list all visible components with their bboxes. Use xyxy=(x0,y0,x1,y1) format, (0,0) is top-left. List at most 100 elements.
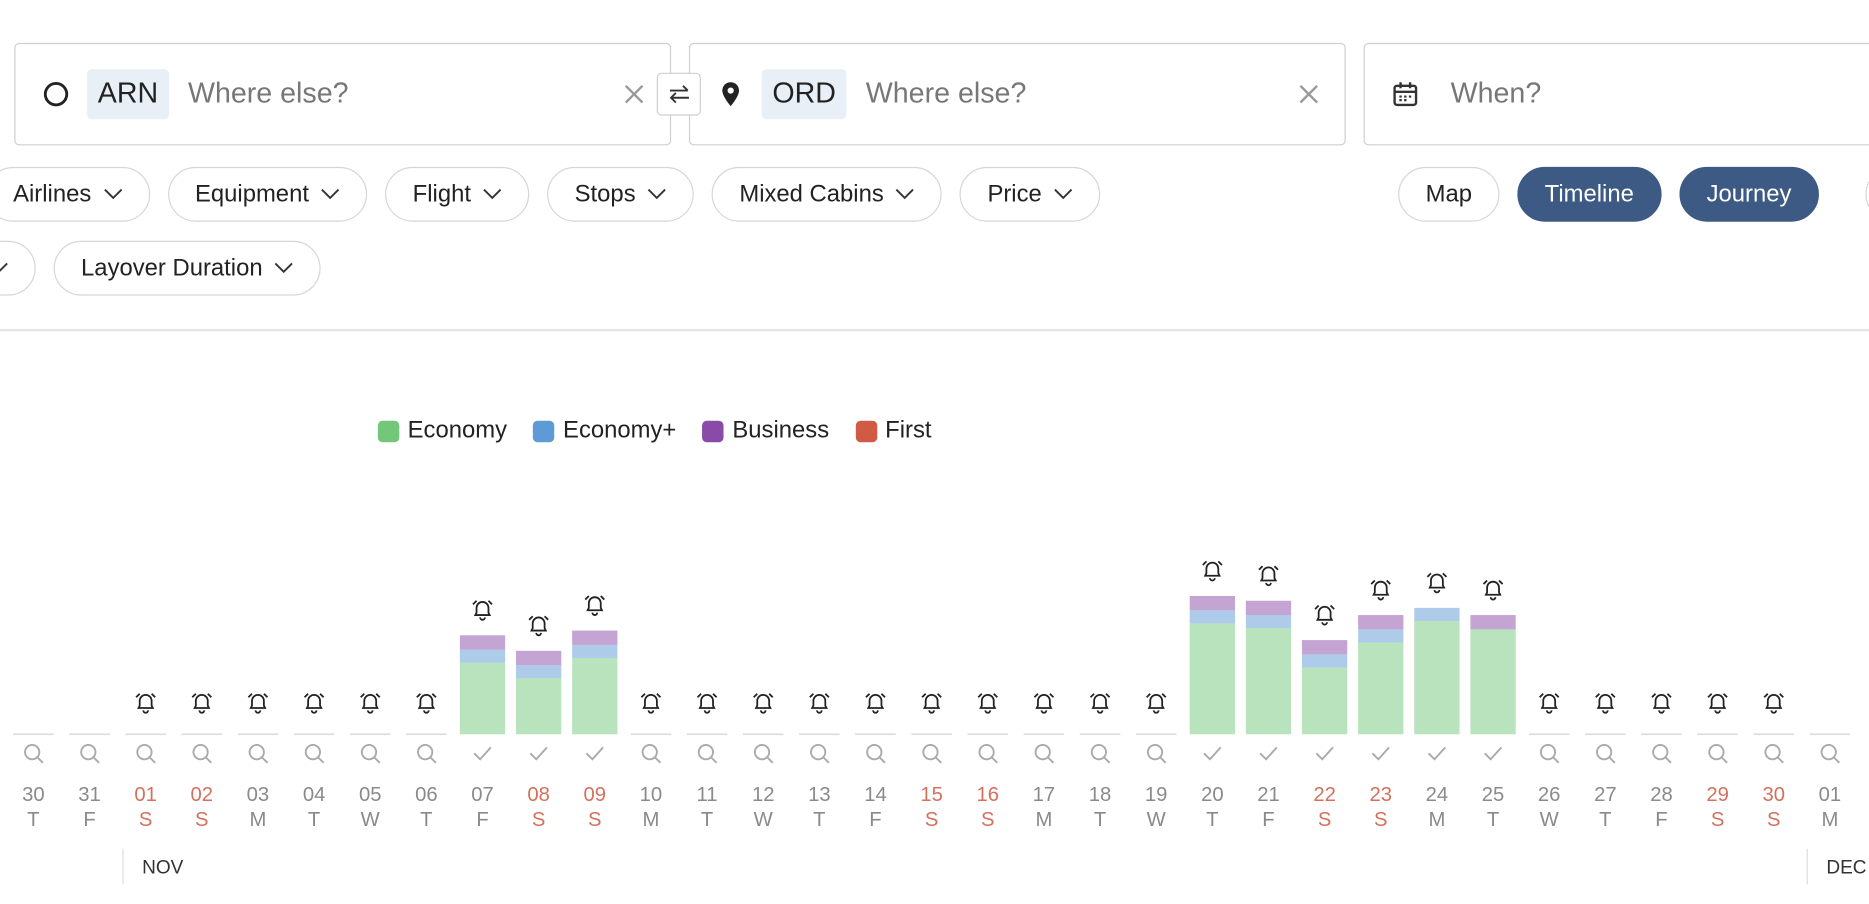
day-date: 27 xyxy=(1594,784,1617,806)
search-icon xyxy=(1764,744,1781,761)
alert-bell xyxy=(753,693,774,714)
check-icon xyxy=(1371,746,1390,761)
bell-body xyxy=(698,694,716,709)
legend-item[interactable]: Business xyxy=(702,417,829,444)
legend-label: Economy xyxy=(407,417,508,444)
legend-item[interactable]: First xyxy=(855,417,931,444)
chip-label: Stops xyxy=(574,180,636,207)
search-icon xyxy=(304,744,321,761)
filter-chip[interactable]: Layover Duration xyxy=(53,240,322,296)
check-icon xyxy=(585,746,604,761)
day-weekday: S xyxy=(195,809,209,831)
search-icon-handle xyxy=(766,756,774,764)
day-weekday: S xyxy=(1318,809,1332,831)
bar-segment xyxy=(1301,667,1348,735)
search-icon-handle xyxy=(654,756,662,764)
filter-chip[interactable]: Mixed Cabins xyxy=(711,166,943,222)
day-date: 16 xyxy=(977,784,1000,806)
filter-chip[interactable]: Stops xyxy=(547,166,695,222)
swap-button[interactable] xyxy=(656,72,701,116)
swap-icon xyxy=(669,85,689,104)
legend-swatch xyxy=(377,420,400,442)
origin-code[interactable]: ARN xyxy=(87,69,169,120)
day-date: 30 xyxy=(1762,784,1785,806)
bell-ring xyxy=(1202,560,1223,582)
search-icon-handle xyxy=(1103,756,1111,764)
destination-input[interactable]: Where else? xyxy=(865,77,1027,110)
filter-chip[interactable]: Timeline xyxy=(1517,166,1662,222)
origin-icon xyxy=(43,82,69,107)
alert-bell xyxy=(472,600,493,621)
day-date: 10 xyxy=(640,784,663,806)
day-weekday: S xyxy=(1374,809,1388,831)
origin-input[interactable]: Where else? xyxy=(187,77,349,110)
date-input[interactable]: When? xyxy=(1450,77,1542,110)
bell-ring xyxy=(584,595,605,616)
legend-item[interactable]: Economy+ xyxy=(533,417,676,444)
clear-origin[interactable] xyxy=(620,80,649,109)
divider xyxy=(0,328,1869,332)
bar-segment xyxy=(1189,623,1235,735)
search-icon xyxy=(697,744,714,761)
bar-segment xyxy=(1189,595,1235,611)
check-icon xyxy=(529,746,548,761)
bell-ring xyxy=(1370,579,1391,601)
bell-body xyxy=(754,694,772,709)
search-icon xyxy=(24,744,41,761)
search-icon-handle xyxy=(1552,756,1560,764)
day-date: 17 xyxy=(1033,784,1056,806)
day-date: 06 xyxy=(415,784,438,806)
filter-chip[interactable]: Airlines xyxy=(0,166,150,222)
day-date: 18 xyxy=(1089,784,1112,806)
search-icon xyxy=(641,744,658,761)
destination-code[interactable]: ORD xyxy=(761,69,847,120)
alert-bell xyxy=(1314,604,1335,626)
search-icon-handle xyxy=(36,756,44,764)
clear-destination[interactable] xyxy=(1294,80,1323,109)
alert-bell xyxy=(1146,693,1167,714)
chip-label: Flight xyxy=(412,180,471,207)
filter-chip[interactable]: Map xyxy=(1398,166,1500,222)
filter-chip[interactable]: Equipment xyxy=(167,166,368,222)
alert-bell xyxy=(696,693,718,714)
bell-body xyxy=(249,694,267,709)
clipped-chip[interactable] xyxy=(1865,166,1869,222)
day-weekday: S xyxy=(1767,809,1781,831)
search-icon xyxy=(1652,744,1669,761)
bell-body xyxy=(305,694,323,709)
search-icon-handle xyxy=(373,756,381,764)
alert-bell xyxy=(865,693,886,714)
day-weekday: T xyxy=(1599,809,1611,831)
day-weekday: S xyxy=(925,809,939,831)
filter-chip[interactable]: Journey xyxy=(1679,166,1819,222)
date-field[interactable]: When? xyxy=(1363,42,1869,146)
filter-chip[interactable]: Price xyxy=(960,166,1101,222)
day-date: 29 xyxy=(1706,784,1729,806)
bell-ring xyxy=(247,693,269,714)
legend-label: First xyxy=(885,417,932,444)
clipped-filter[interactable] xyxy=(0,240,36,296)
alert-bell xyxy=(1089,693,1111,714)
bar-segment xyxy=(1470,629,1516,735)
day-date: 24 xyxy=(1426,784,1449,806)
search-icon-handle xyxy=(991,756,998,764)
legend-item[interactable]: Economy xyxy=(377,417,508,444)
alert-bell xyxy=(1033,693,1055,714)
chip-label: Map xyxy=(1425,180,1472,207)
alert-bell xyxy=(1370,579,1391,601)
search-icon xyxy=(1596,744,1613,761)
origin-field[interactable]: ARN Where else? xyxy=(14,42,672,146)
bell-ring xyxy=(1089,693,1111,714)
day-date: 05 xyxy=(359,784,382,806)
search-icon xyxy=(192,744,209,761)
check-icon xyxy=(473,746,492,761)
destination-field[interactable]: ORD Where else? xyxy=(688,42,1346,146)
bell-ring xyxy=(753,693,774,714)
alert-bell xyxy=(809,693,830,714)
filter-chip[interactable]: Flight xyxy=(385,166,530,222)
day-weekday: S xyxy=(981,809,995,831)
day-weekday: M xyxy=(1821,809,1838,831)
day-date: 01 xyxy=(1819,784,1842,806)
day-date: 12 xyxy=(752,784,775,806)
bell-ring xyxy=(360,693,381,714)
